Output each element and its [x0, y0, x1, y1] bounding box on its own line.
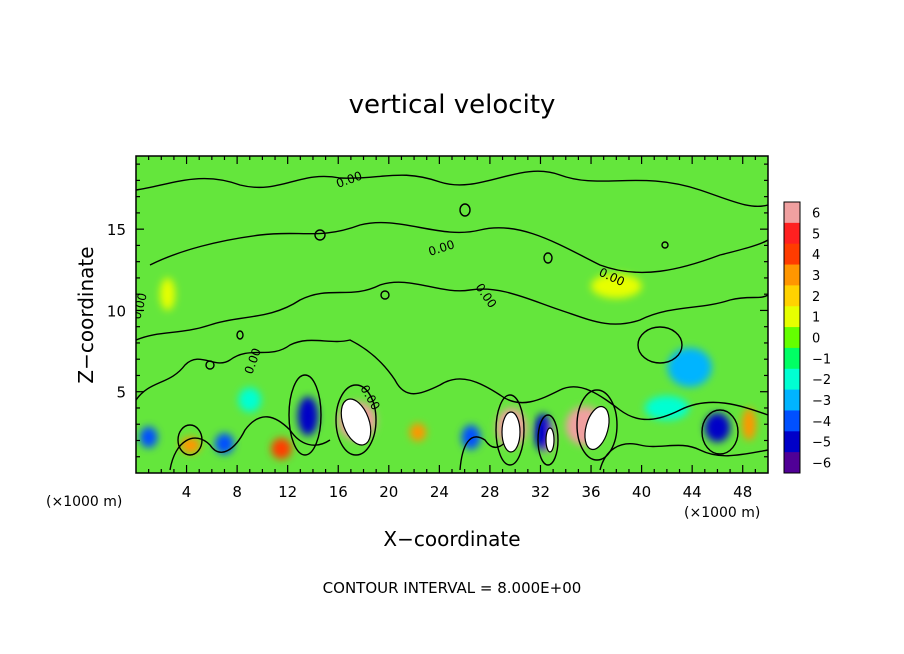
contour-line — [136, 281, 768, 341]
colorbar-tick-label: 1 — [812, 311, 820, 326]
velocity-cell — [297, 396, 319, 436]
contour-closed — [637, 326, 683, 364]
colorbar-tick-label: −4 — [812, 415, 831, 430]
contour-closed — [576, 389, 618, 461]
contour-closed — [701, 409, 739, 455]
x-tick-label: 4 — [182, 483, 192, 501]
colorbar-tick-label: −1 — [812, 352, 831, 367]
white-cores — [340, 398, 610, 453]
colorbar-swatch — [784, 222, 800, 245]
contour-closed — [661, 241, 669, 249]
x-tick-label: 40 — [632, 483, 651, 501]
colorbar-swatch — [784, 347, 800, 370]
contour-line — [136, 170, 768, 207]
colorbar-swatch — [784, 452, 800, 474]
x-tick-label: 16 — [329, 483, 348, 501]
velocity-cell — [644, 395, 689, 421]
velocity-cell — [238, 387, 262, 413]
x-tick-label: 36 — [581, 483, 600, 501]
colorbar-swatch — [784, 202, 800, 224]
contour-lines — [136, 170, 768, 471]
contour-closed — [495, 394, 525, 466]
x-tick-label: 28 — [480, 483, 499, 501]
x-tick-label: 8 — [232, 483, 242, 501]
x-tick-label: 32 — [531, 483, 550, 501]
colorbar-tick-label: −6 — [812, 457, 831, 472]
x-tick-label: 20 — [379, 483, 398, 501]
y-axis-label: Z−coordinate — [74, 246, 98, 383]
x-axis-label: X−coordinate — [383, 527, 520, 551]
contour-closed — [314, 229, 326, 241]
velocity-cell — [704, 412, 731, 443]
contour-closed — [380, 290, 390, 300]
velocity-cell — [591, 273, 642, 299]
colorbar-swatch — [784, 368, 800, 391]
white-core — [501, 411, 521, 453]
plot-field: 0.00 0.00 0.00 0.00 0.00 0.00 0.00 — [136, 156, 768, 473]
x-tick-label: 44 — [683, 483, 702, 501]
colorbar: 6 5 4 3 2 1 0 −1 −2 −3 −4 −5 −6 — [783, 201, 831, 474]
contour-closed — [335, 384, 377, 456]
colorbar-tick-label: 5 — [812, 227, 820, 242]
colorbar-frame — [783, 201, 801, 474]
colorbar-swatch — [784, 410, 800, 432]
white-core — [340, 398, 372, 446]
contour-closed — [543, 252, 553, 264]
y-unit-label: (×1000 m) — [46, 494, 122, 510]
colorbar-swatch — [784, 431, 800, 453]
background-field — [136, 156, 768, 473]
y-tick-label: 15 — [107, 221, 126, 239]
colorbar-tick-label: 4 — [812, 248, 820, 263]
x-unit-label: (×1000 m) — [684, 505, 760, 521]
y-tick-label: 10 — [107, 302, 126, 320]
x-tick-label: 12 — [278, 483, 297, 501]
velocity-cell — [742, 407, 756, 441]
colorbar-swatch — [784, 264, 800, 286]
contour-line — [149, 221, 768, 274]
colorbar-tick-label: 0 — [812, 332, 820, 347]
colorbar-tick-label: 2 — [812, 290, 820, 305]
colorbar-swatch — [784, 327, 800, 349]
contour-line — [136, 339, 768, 421]
contour-closed — [459, 203, 471, 217]
velocity-cell — [667, 347, 712, 387]
axis-ticks — [136, 156, 768, 473]
contour-closed — [236, 330, 244, 340]
colorbar-tick-label: 3 — [812, 269, 820, 284]
colorbar-swatch — [784, 389, 800, 411]
colorbar-tick-label: −2 — [812, 373, 831, 388]
x-tick-label: 48 — [733, 483, 752, 501]
y-tick-label: 5 — [116, 384, 126, 402]
velocity-cell — [139, 426, 158, 448]
contour-closed — [177, 424, 203, 456]
colorbar-tick-label: 6 — [812, 206, 820, 221]
colorbar-swatch — [784, 243, 800, 266]
x-tick-label: 24 — [430, 483, 449, 501]
white-core — [584, 405, 610, 451]
white-core — [545, 427, 555, 453]
velocity-cell — [271, 438, 292, 460]
colorbar-tick-label: −5 — [812, 436, 831, 451]
colorbar-swatch — [784, 306, 800, 328]
contour-closed — [205, 360, 215, 370]
x-tick-labels: 4 8 12 16 20 24 28 32 36 40 44 48 — [182, 483, 752, 501]
velocity-cell — [409, 423, 427, 442]
contour-closed — [537, 414, 559, 466]
colorbar-swatch — [784, 285, 800, 307]
chart-title: vertical velocity — [349, 90, 556, 120]
velocity-cell — [160, 277, 176, 311]
y-tick-labels: 5 10 15 — [107, 221, 126, 402]
contour-closed — [288, 374, 322, 456]
colorbar-tick-label: −3 — [812, 394, 831, 409]
contour-interval: CONTOUR INTERVAL = 8.000E+00 — [323, 579, 582, 597]
